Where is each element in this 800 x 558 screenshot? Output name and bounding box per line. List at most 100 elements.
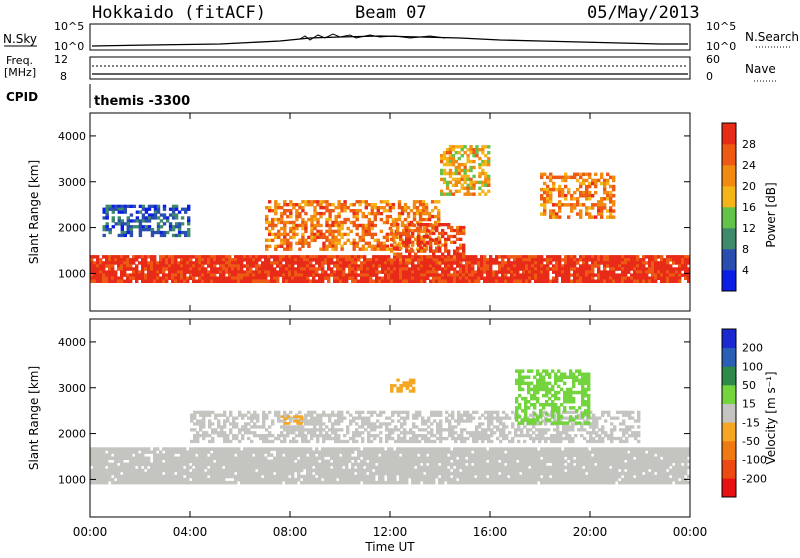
power-cell (467, 184, 470, 187)
power-cell (283, 224, 286, 227)
power-cell (264, 267, 267, 271)
power-cell (298, 212, 301, 215)
velocity-cell (141, 463, 144, 467)
velocity-cell (381, 466, 384, 470)
power-cell (222, 258, 225, 262)
velocity-cell (540, 460, 543, 464)
power-cell (636, 273, 639, 277)
velocity-cell (279, 475, 282, 479)
power-cell (594, 255, 597, 259)
power-cell (175, 225, 178, 228)
power-cell (277, 218, 280, 221)
power-cell (270, 255, 273, 259)
velocity-cell (294, 447, 297, 451)
power-cell (558, 188, 561, 192)
velocity-cell (507, 457, 510, 461)
power-cell (123, 258, 126, 262)
power-cell (443, 169, 446, 172)
power-cell (621, 273, 624, 277)
power-cell (294, 280, 297, 284)
power-cell (375, 261, 378, 265)
power-cell (374, 212, 377, 215)
power-cell (121, 225, 124, 228)
velocity-cell (321, 450, 324, 454)
power-cell (322, 200, 325, 203)
velocity-cell (591, 472, 594, 476)
power-cell (291, 255, 294, 259)
power-cell (411, 232, 414, 235)
velocity-cell (606, 472, 609, 476)
velocity-cell (198, 447, 201, 451)
power-cell (504, 267, 507, 271)
velocity-cell (516, 450, 519, 454)
velocity-cell (96, 450, 99, 454)
power-cell (678, 277, 681, 281)
velocity-cell (294, 453, 297, 457)
power-cell (124, 205, 127, 208)
velocity-cell (159, 475, 162, 479)
power-cell (414, 273, 417, 277)
power-cell (585, 188, 588, 192)
power-cell (280, 221, 283, 224)
power-cell (513, 267, 516, 271)
velocity-cell (639, 481, 642, 485)
power-cell (537, 258, 540, 262)
power-cell (145, 211, 148, 214)
power-cell (298, 224, 301, 227)
velocity-cell (120, 450, 123, 454)
velocity-cell (333, 478, 336, 482)
power-cell (246, 267, 249, 271)
velocity-cell (471, 478, 474, 482)
velocity-cell (180, 447, 183, 451)
power-cell (480, 267, 483, 271)
power-cell (362, 215, 365, 218)
velocity-cell (630, 466, 633, 470)
velocity-cell (246, 481, 249, 485)
power-cell (417, 273, 420, 277)
power-cell (591, 255, 594, 259)
power-cell (498, 270, 501, 274)
power-cell (440, 193, 443, 196)
velocity-cell (321, 481, 324, 485)
velocity-cell (351, 472, 354, 476)
power-cell (277, 230, 280, 233)
power-cell (280, 245, 283, 248)
velocity-cell (606, 450, 609, 454)
velocity-cell (573, 472, 576, 476)
power-cell (425, 209, 428, 212)
velocity-cell (468, 475, 471, 479)
velocity-cell (102, 481, 105, 485)
power-cell (183, 270, 186, 274)
power-cell (354, 277, 357, 281)
power-cell (183, 280, 186, 284)
power-cell (387, 273, 390, 277)
power-cell (675, 258, 678, 262)
velocity-cell (186, 463, 189, 467)
power-cell (319, 200, 322, 203)
power-cell (455, 166, 458, 169)
power-cell (285, 258, 288, 262)
power-cell (255, 267, 258, 271)
velocity-cell (249, 472, 252, 476)
power-cell (126, 264, 129, 268)
velocity-cell (627, 481, 630, 485)
velocity-cell (192, 463, 195, 467)
velocity-cell (561, 469, 564, 473)
power-cell (660, 280, 663, 284)
velocity-cell (306, 472, 309, 476)
velocity-cell (576, 460, 579, 464)
velocity-cell (456, 472, 459, 476)
power-cell (198, 261, 201, 265)
power-cell (316, 233, 319, 236)
power-cell (564, 258, 567, 262)
power-cell (660, 267, 663, 271)
power-cell (377, 248, 380, 251)
power-cell (118, 222, 121, 225)
power-cell (669, 264, 672, 268)
power-cell (398, 203, 401, 206)
velocity-cell (243, 463, 246, 467)
power-cell (528, 273, 531, 277)
power-cell (368, 212, 371, 215)
power-cell (573, 273, 576, 277)
power-cell (435, 226, 438, 229)
